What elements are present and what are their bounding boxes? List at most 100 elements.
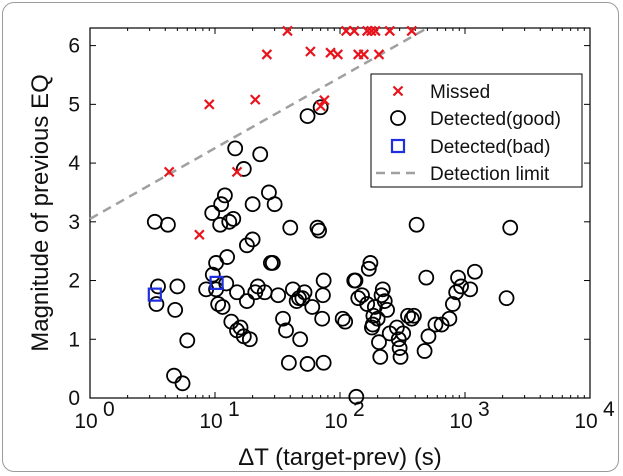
- y-tick-label: 2: [68, 270, 80, 293]
- missed-point: [282, 25, 293, 37]
- detected-good-point: [282, 219, 299, 236]
- detected-good-point: [304, 299, 321, 315]
- detected-good-point: [400, 307, 416, 324]
- detected-good-point: [369, 310, 386, 327]
- detected-good-point: [405, 307, 422, 324]
- detected-good-point: [212, 216, 229, 233]
- detected-good-point: [314, 310, 331, 327]
- detected-good-point: [376, 293, 393, 309]
- missed-point: [384, 25, 396, 37]
- missed-point: [305, 46, 316, 57]
- detected-good-point: [241, 331, 258, 348]
- y-tick-label: 0: [68, 387, 80, 410]
- detected-good-point: [204, 266, 221, 283]
- y-tick-label: 6: [68, 35, 80, 58]
- detected-good-point: [216, 187, 233, 204]
- detected-good-point: [299, 356, 316, 372]
- missed-point: [325, 47, 336, 58]
- detected-good-point: [354, 287, 370, 304]
- detected-good-point: [179, 332, 196, 349]
- detected-good-point: [232, 319, 249, 336]
- x-tick-label: 10: [74, 410, 97, 433]
- x-tick-label: 10: [199, 410, 222, 433]
- detected-good-point: [210, 296, 227, 312]
- detected-good-point: [148, 296, 165, 312]
- detected-good-point: [167, 302, 184, 318]
- detected-good-point: [219, 249, 236, 265]
- detected-good-point: [462, 281, 479, 298]
- detected-good-point: [403, 310, 420, 327]
- missed-point: [315, 100, 326, 112]
- missed-point: [358, 49, 370, 60]
- y-tick-label: 1: [68, 328, 80, 351]
- detected-good-point: [441, 310, 458, 327]
- detected-good-point: [218, 275, 235, 292]
- detected-good-point: [337, 313, 354, 330]
- detected-good-point: [229, 284, 245, 301]
- detected-good-point: [347, 272, 364, 289]
- missed-point: [231, 166, 243, 178]
- detected-good-point: [264, 255, 281, 271]
- y-axis-label: Magnitude of previous EQ: [27, 74, 54, 352]
- legend-good-marker: [390, 110, 406, 126]
- detected-good-point: [280, 354, 297, 371]
- detected-good-point: [270, 287, 287, 304]
- missed-point: [366, 25, 377, 37]
- detected-good-point: [292, 331, 309, 348]
- detected-good-point: [360, 260, 377, 277]
- x-tick-label-exponent: 4: [603, 398, 615, 421]
- missed-point: [194, 229, 205, 241]
- detected-good-point: [244, 231, 261, 248]
- detected-good-point: [278, 322, 294, 339]
- detected-good-point: [296, 284, 313, 301]
- x-tick-label: 10: [574, 410, 597, 433]
- detected-good-point: [392, 348, 409, 365]
- detected-good-point: [372, 348, 389, 365]
- detected-good-point: [450, 269, 466, 286]
- detected-good-point: [374, 281, 391, 298]
- detected-good-point: [311, 222, 327, 239]
- detected-good-point: [416, 343, 433, 359]
- detected-good-point: [395, 325, 412, 342]
- detected-good-point: [418, 269, 435, 286]
- detected-good-point: [502, 219, 519, 236]
- x-tick-label: 10: [324, 410, 347, 433]
- x-axis-label: ΔT (target-prev) (s): [238, 444, 442, 471]
- missed-point: [373, 49, 385, 60]
- detected-good-point: [365, 307, 382, 324]
- x-tick-label-exponent: 0: [103, 398, 115, 421]
- x-tick-label: 10: [449, 410, 472, 433]
- axis-ticks: [89, 28, 591, 399]
- detected-bad-points: [147, 275, 224, 302]
- detected-good-point: [348, 388, 365, 405]
- detected-good-point: [213, 196, 230, 213]
- legend: Missed Detected(good) Detected(bad) Detecti…: [370, 73, 583, 188]
- y-tick-label: 5: [68, 93, 80, 116]
- missed-point: [261, 49, 273, 60]
- missed-point: [163, 166, 175, 178]
- legend-entry-label: Detected(good): [430, 109, 561, 130]
- detected-good-point: [169, 278, 186, 295]
- detected-good-point: [221, 213, 238, 230]
- legend-entry-label: Detection limit: [430, 164, 550, 185]
- detected-good-point: [239, 237, 255, 254]
- missed-point: [361, 25, 373, 37]
- detected-good-point: [204, 205, 221, 221]
- detected-good-point: [391, 340, 408, 356]
- detected-good-point: [160, 216, 176, 233]
- missed-point: [340, 25, 352, 37]
- detected-good-point: [427, 316, 444, 333]
- missed-point: [348, 25, 360, 37]
- missed-points: [163, 25, 418, 241]
- detected-good-point: [312, 99, 329, 116]
- y-tick-label: 4: [68, 152, 80, 175]
- detected-good-point: [252, 146, 269, 163]
- detected-good-point: [266, 196, 283, 213]
- detected-good-point: [235, 161, 252, 177]
- detected-good-point: [150, 278, 166, 295]
- y-tick-label: 3: [68, 211, 80, 234]
- detected-good-point: [420, 328, 437, 345]
- detection-limit-line: [89, 26, 428, 220]
- detected-good-point: [362, 255, 379, 271]
